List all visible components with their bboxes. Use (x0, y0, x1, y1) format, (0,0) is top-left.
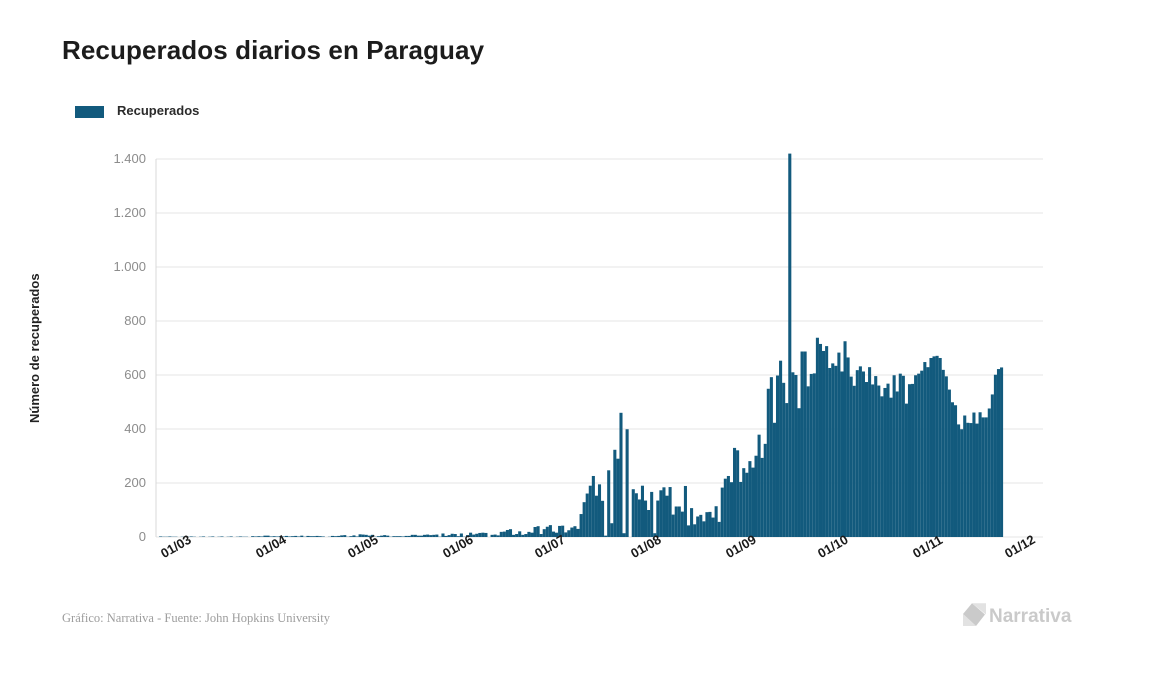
svg-text:Narrativa: Narrativa (989, 606, 1072, 627)
